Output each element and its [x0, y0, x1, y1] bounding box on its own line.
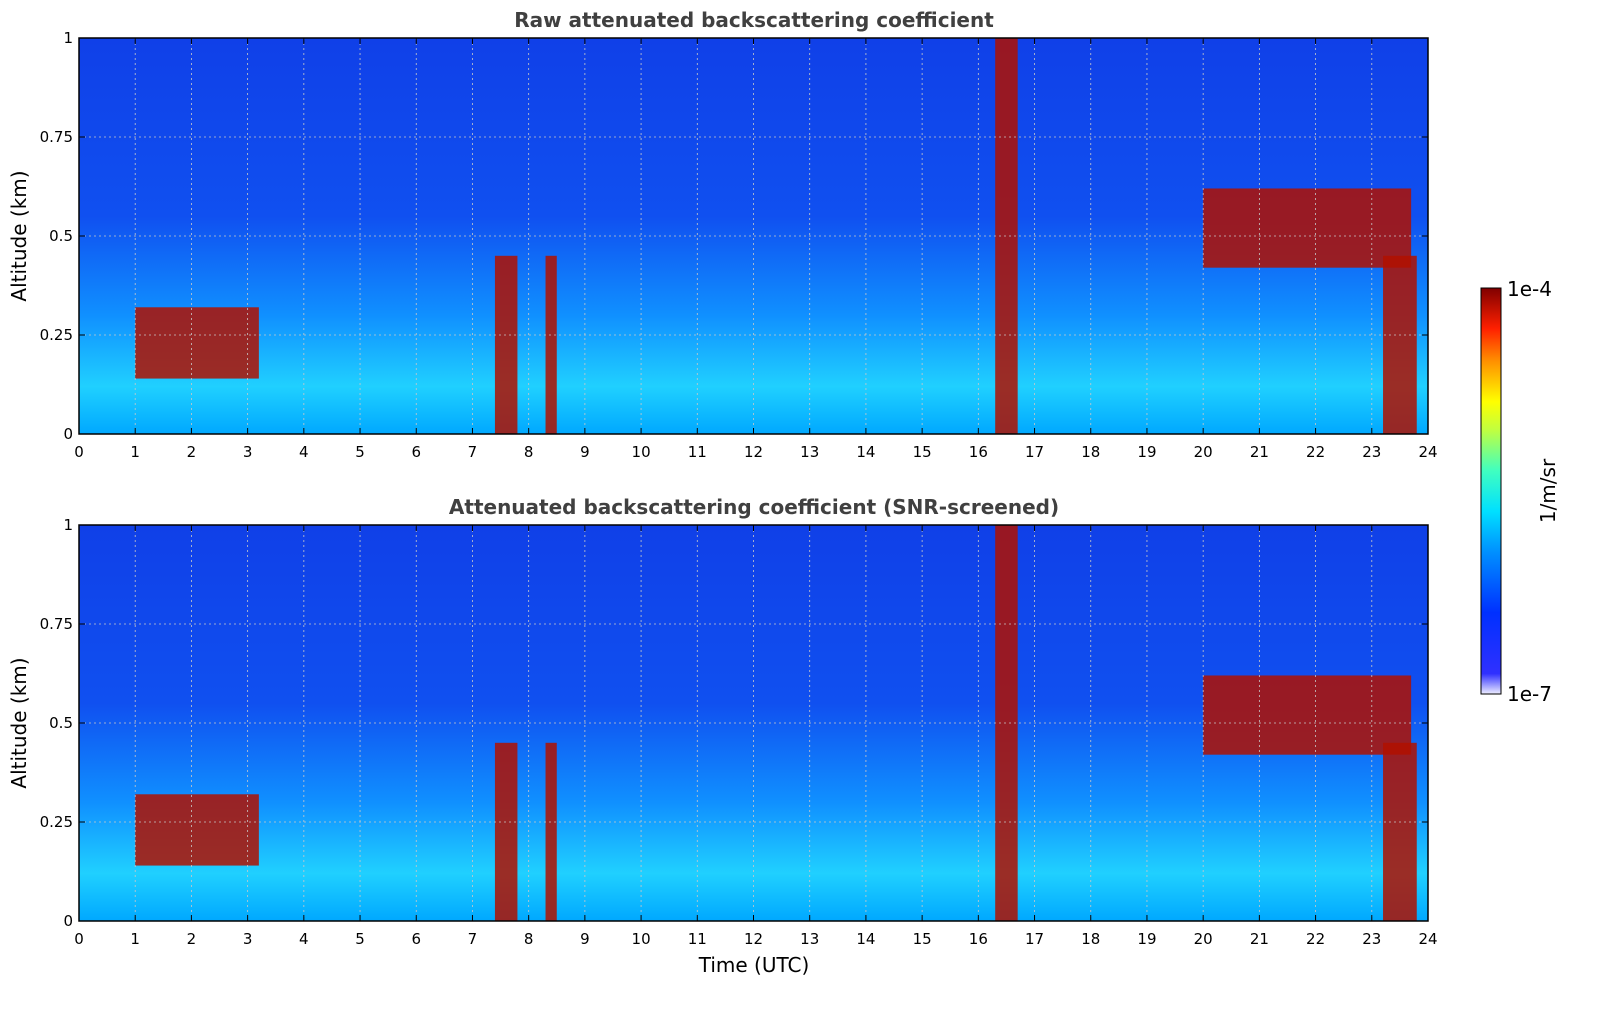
- panel2-title: Attenuated backscattering coefficient (S…: [449, 495, 1059, 519]
- x-tick-label: 0: [74, 443, 84, 461]
- x-tick-label: 9: [580, 443, 590, 461]
- x-tick-label: 11: [688, 443, 707, 461]
- y-tick-label: 0: [63, 425, 73, 443]
- x-tick-label: 22: [1306, 930, 1325, 948]
- y-tick-label: 0.5: [49, 714, 73, 732]
- backscatter-region: [1383, 255, 1417, 434]
- x-tick-label: 20: [1194, 930, 1213, 948]
- x-tick-label: 5: [355, 930, 365, 948]
- y-tick-label: 1: [63, 29, 73, 47]
- x-tick-label: 21: [1250, 443, 1269, 461]
- x-tick-label: 8: [524, 930, 534, 948]
- panel2-y-ticks: 0 0.25 0.5 0.75 1: [40, 516, 1428, 930]
- x-tick-label: 14: [856, 930, 875, 948]
- x-tick-label: 6: [411, 443, 421, 461]
- panel2-y-label: Altitude (km): [7, 657, 31, 788]
- panel1-y-label: Altitude (km): [7, 170, 31, 301]
- x-tick-label: 24: [1418, 930, 1437, 948]
- x-tick-label: 18: [1081, 443, 1100, 461]
- x-tick-label: 7: [468, 443, 478, 461]
- y-tick-label: 0.25: [40, 813, 73, 831]
- x-tick-label: 17: [1025, 443, 1044, 461]
- x-tick-label: 21: [1250, 930, 1269, 948]
- x-tick-label: 23: [1362, 930, 1381, 948]
- x-tick-label: 22: [1306, 443, 1325, 461]
- backscatter-region: [1203, 188, 1412, 268]
- x-tick-label: 4: [299, 930, 309, 948]
- panel1-features: [135, 38, 1417, 434]
- y-tick-label: 0.75: [40, 128, 73, 146]
- x-tick-label: 15: [913, 443, 932, 461]
- colorbar-unit-label: 1/m/sr: [1536, 458, 1560, 523]
- x-tick-label: 18: [1081, 930, 1100, 948]
- backscatter-region: [135, 794, 259, 866]
- x-tick-label: 8: [524, 443, 534, 461]
- x-tick-label: 13: [800, 930, 819, 948]
- x-tick-label: 3: [243, 443, 253, 461]
- backscatter-region: [1203, 675, 1412, 755]
- y-tick-label: 1: [63, 516, 73, 534]
- y-tick-label: 0.5: [49, 227, 73, 245]
- x-tick-label: 2: [187, 930, 197, 948]
- x-tick-label: 24: [1418, 443, 1437, 461]
- backscatter-region: [494, 742, 518, 921]
- y-tick-label: 0: [63, 912, 73, 930]
- panel2-x-ticks: 0 1 2 3 4 5 6 7 8 9 10 11 12 13 14 15 16 17 18 19 20 21 22 23 24: [74, 525, 1438, 948]
- panel2-features: [135, 525, 1417, 921]
- x-tick-label: 13: [800, 443, 819, 461]
- x-tick-label: 20: [1194, 443, 1213, 461]
- x-tick-label: 15: [913, 930, 932, 948]
- colorbar: 1e-4 1e-7 1/m/sr: [1480, 277, 1560, 706]
- x-tick-label: 2: [187, 443, 197, 461]
- x-tick-label: 16: [969, 443, 988, 461]
- panel2-x-label: Time (UTC): [698, 953, 810, 977]
- x-tick-label: 16: [969, 930, 988, 948]
- x-tick-label: 1: [130, 930, 140, 948]
- x-tick-label: 17: [1025, 930, 1044, 948]
- raw-backscatter-panel: Raw attenuated backscattering coefficien…: [7, 8, 1438, 461]
- x-tick-label: 10: [632, 930, 651, 948]
- x-tick-label: 14: [856, 443, 875, 461]
- x-tick-label: 4: [299, 443, 309, 461]
- panel1-y-ticks: 0 0.25 0.5 0.75 1: [40, 29, 1428, 443]
- x-tick-label: 12: [744, 443, 763, 461]
- backscatter-region: [1383, 742, 1417, 921]
- x-tick-label: 19: [1137, 930, 1156, 948]
- panel1-grid: [79, 38, 1428, 434]
- backscatter-region: [545, 255, 557, 434]
- colorbar-min-label: 1e-7: [1507, 682, 1552, 706]
- x-tick-label: 1: [130, 443, 140, 461]
- x-tick-label: 6: [411, 930, 421, 948]
- x-tick-label: 7: [468, 930, 478, 948]
- x-tick-label: 11: [688, 930, 707, 948]
- x-tick-label: 23: [1362, 443, 1381, 461]
- y-tick-label: 0.75: [40, 615, 73, 633]
- colorbar-gradient: [1480, 287, 1502, 695]
- y-tick-label: 0.25: [40, 326, 73, 344]
- x-tick-label: 0: [74, 930, 84, 948]
- panel2-grid: [79, 525, 1428, 921]
- x-tick-label: 3: [243, 930, 253, 948]
- x-tick-label: 19: [1137, 443, 1156, 461]
- x-tick-label: 10: [632, 443, 651, 461]
- x-tick-label: 12: [744, 930, 763, 948]
- panel1-title: Raw attenuated backscattering coefficien…: [514, 8, 994, 32]
- backscatter-region: [135, 307, 259, 379]
- colorbar-max-label: 1e-4: [1507, 277, 1552, 301]
- backscatter-region: [545, 742, 557, 921]
- x-tick-label: 9: [580, 930, 590, 948]
- x-tick-label: 5: [355, 443, 365, 461]
- snr-screened-panel: Attenuated backscattering coefficient (S…: [7, 495, 1438, 977]
- panel1-x-ticks: 0 1 2 3 4 5 6 7 8 9 10 11 12 13 14 15 16 17 18 19 20 21 22 23 24: [74, 38, 1438, 461]
- backscatter-region: [494, 255, 518, 434]
